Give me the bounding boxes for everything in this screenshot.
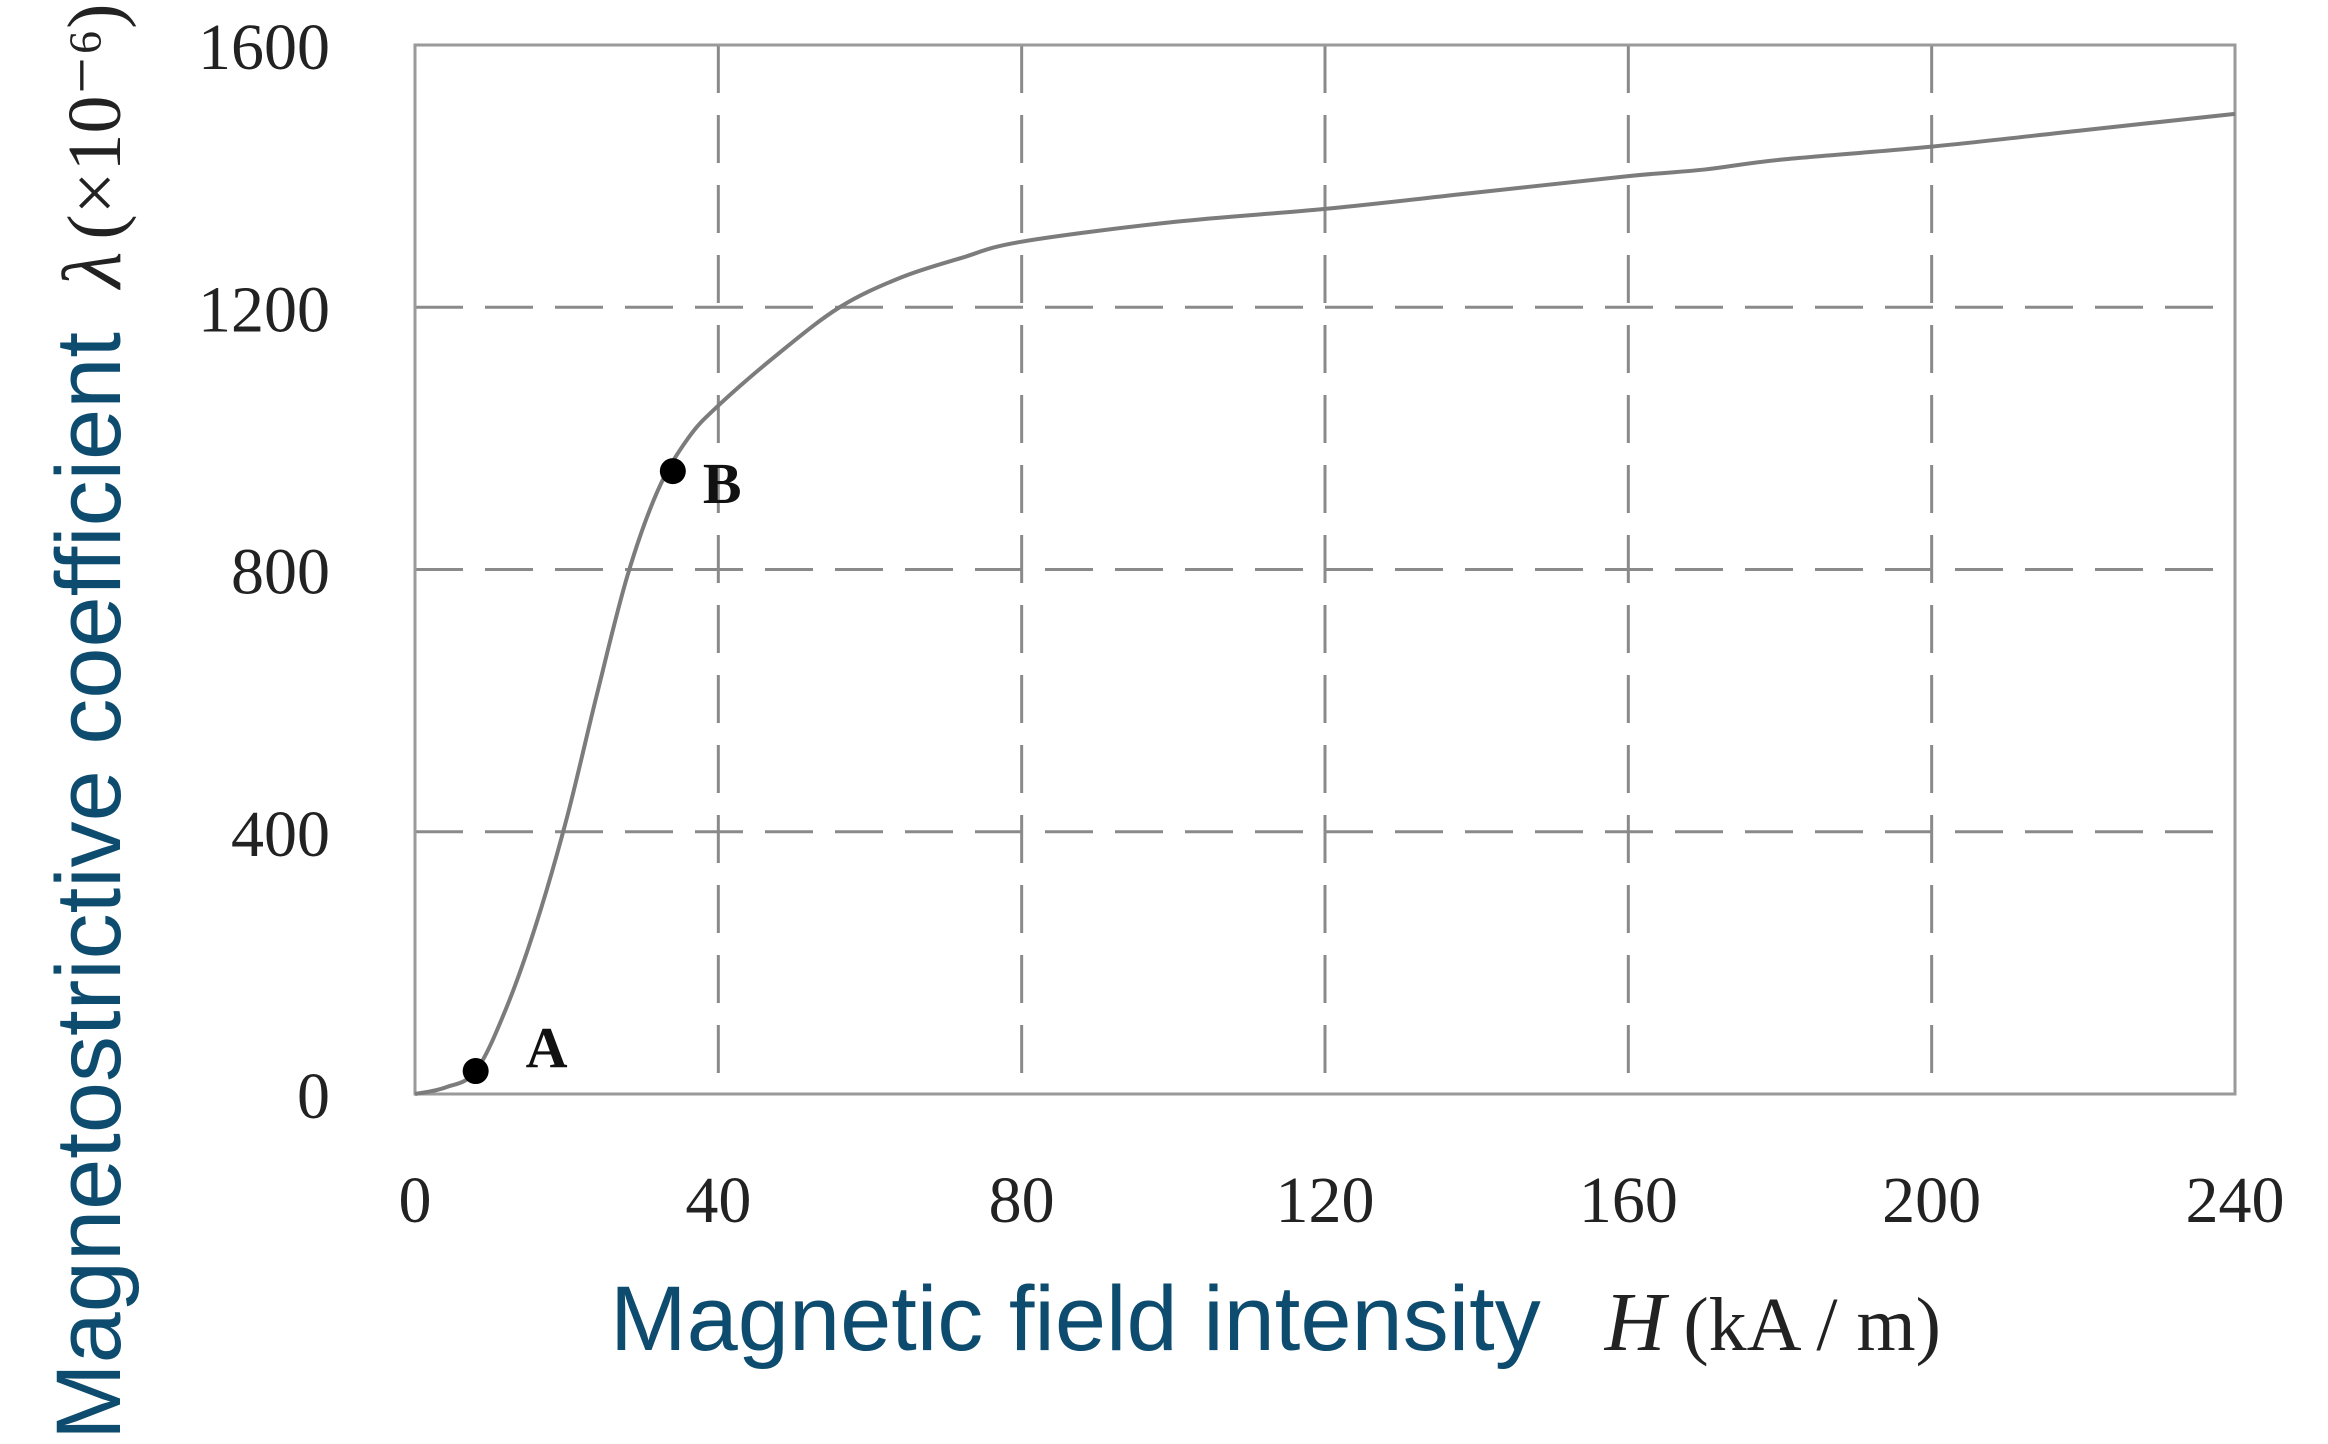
x-tick-label: 40 [685, 1164, 751, 1237]
plot-frame [413, 43, 2237, 1096]
y-tick-label: 400 [231, 798, 330, 871]
x-tick-label: 200 [1882, 1164, 1981, 1237]
grid-lines [415, 45, 2235, 1094]
y-tick-label: 1200 [198, 273, 330, 346]
x-axis-label: Magnetic field intensity H (kA / m) [610, 1268, 1941, 1370]
x-tick-label: 240 [2186, 1164, 2285, 1237]
y-tick-label: 800 [231, 536, 330, 609]
x-tick-label: 120 [1276, 1164, 1375, 1237]
y-tick-label: 1600 [198, 11, 330, 84]
point-marker [659, 458, 686, 485]
x-tick-label: 0 [399, 1164, 432, 1237]
y-axis-label: Magnetostrictive coefficient λ (×10⁻⁶) [38, 4, 140, 1440]
y-tick-label: 0 [297, 1060, 330, 1133]
point-label: A [526, 1015, 568, 1080]
series-line [414, 111, 2236, 1096]
annotations: AB [462, 451, 742, 1085]
tick-labels: 0 40 80 120 160 200 240 0 400 800 1200 1600 [198, 11, 2285, 1237]
x-tick-label: 160 [1579, 1164, 1678, 1237]
point-marker [462, 1058, 489, 1085]
x-tick-label: 80 [989, 1164, 1055, 1237]
point-label: B [703, 451, 742, 516]
